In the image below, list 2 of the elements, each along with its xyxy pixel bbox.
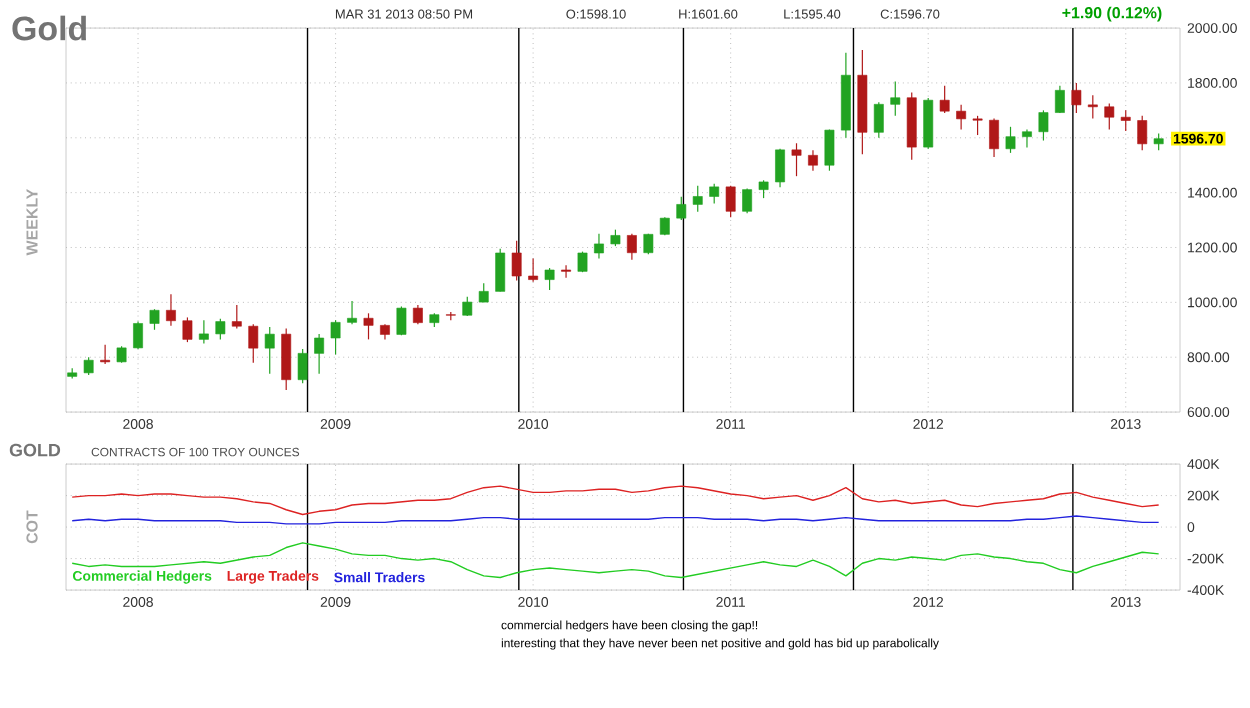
chart-title: Gold [12, 15, 86, 41]
chart-title: GOLD [9, 443, 61, 457]
